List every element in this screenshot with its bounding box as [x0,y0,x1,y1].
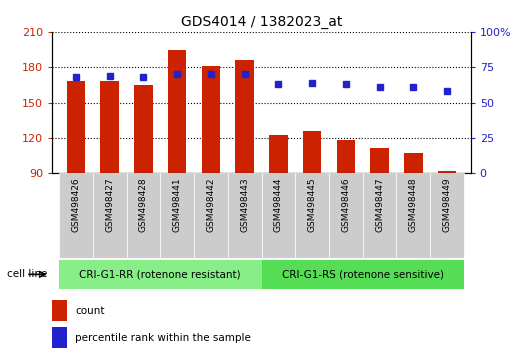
Bar [329,173,363,258]
Text: GSM498442: GSM498442 [207,178,215,232]
Text: GSM498445: GSM498445 [308,178,316,232]
Text: CRI-G1-RS (rotenone sensitive): CRI-G1-RS (rotenone sensitive) [282,269,444,279]
Bar [438,171,457,173]
Bar [370,148,389,173]
Bar [100,81,119,173]
Bar [430,173,464,258]
Bar [404,153,423,173]
Bar [168,50,186,173]
Bar [262,173,295,258]
Text: GSM498448: GSM498448 [409,178,418,232]
Bar [59,173,93,258]
Text: GSM498447: GSM498447 [375,178,384,232]
Bar [262,260,464,289]
Text: GSM498428: GSM498428 [139,178,148,232]
Bar [160,173,194,258]
Bar [363,173,396,258]
Text: cell line: cell line [7,269,47,279]
Bar [59,260,262,289]
Bar [269,135,288,173]
Bar [52,300,67,321]
Text: GSM498426: GSM498426 [72,178,81,232]
Bar [337,141,355,173]
Text: count: count [75,306,105,316]
Bar [66,81,85,173]
Bar [52,327,67,348]
Text: GSM498441: GSM498441 [173,178,181,232]
Bar [396,173,430,258]
Title: GDS4014 / 1382023_at: GDS4014 / 1382023_at [181,16,342,29]
Bar [201,66,220,173]
Text: GSM498449: GSM498449 [442,178,451,232]
Text: GSM498427: GSM498427 [105,178,114,232]
Bar [228,173,262,258]
Bar [295,173,329,258]
Text: GSM498444: GSM498444 [274,178,283,232]
Bar [127,173,160,258]
Text: GSM498443: GSM498443 [240,178,249,232]
Text: percentile rank within the sample: percentile rank within the sample [75,333,251,343]
Bar [235,60,254,173]
Bar [194,173,228,258]
Bar [134,85,153,173]
Bar [93,173,127,258]
Text: CRI-G1-RR (rotenone resistant): CRI-G1-RR (rotenone resistant) [79,269,241,279]
Bar [303,131,322,173]
Text: GSM498446: GSM498446 [342,178,350,232]
